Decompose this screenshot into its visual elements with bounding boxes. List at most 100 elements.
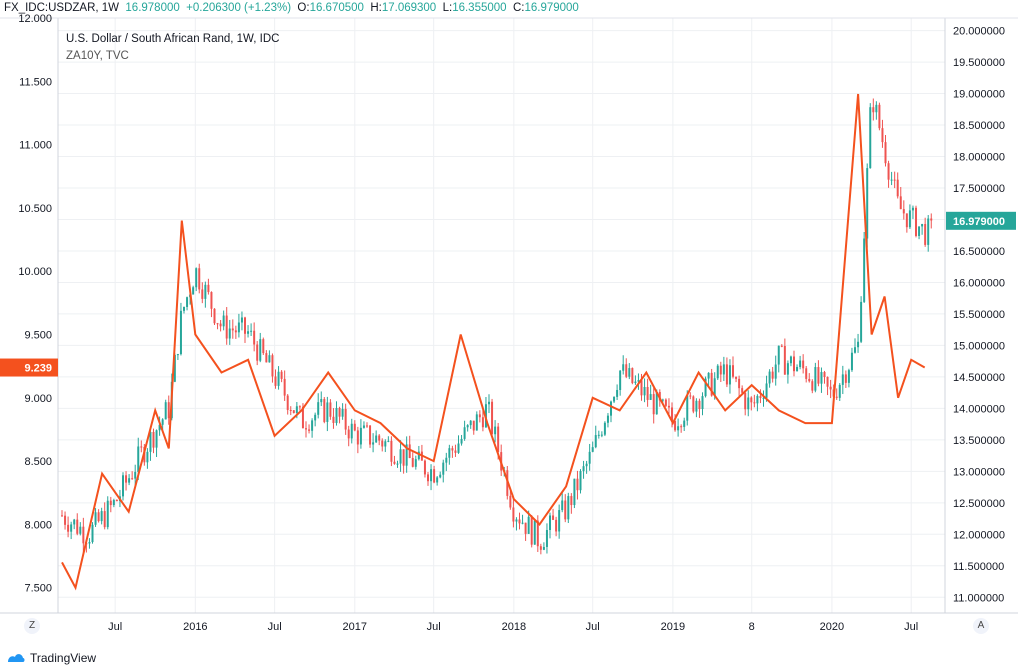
candle-body [262,339,265,354]
candle-body [728,365,731,385]
legend-main-series[interactable]: U.S. Dollar / South African Rand, 1W, ID… [66,33,280,45]
candle-body [750,397,753,403]
za10y-line [61,93,926,591]
candle-body [704,378,707,397]
candle-body [216,323,219,325]
candle-body [545,530,548,547]
candle-body [134,471,137,479]
candle-body [73,519,76,525]
candle-body [924,224,927,245]
candle-body [585,463,588,467]
tradingview-branding[interactable]: TradingView [6,648,96,668]
candle-body [173,354,176,382]
candle-body [799,360,802,368]
candle-body [460,438,463,444]
overlay-value-tag: 9.239 [24,363,52,375]
candle-body [707,372,710,379]
candle-body [122,475,125,497]
candle-body [109,500,112,506]
left-price-axis[interactable]: 12.000 11.500 11.000 10.500 10.000 9.500 9.000… [18,13,52,595]
candle-body [671,407,674,421]
candle-body [417,451,420,460]
time-axis[interactable]: Jul 2016 Jul 2017 Jul 2018 Jul 2019 8 2020 Jul [108,621,918,633]
candle-body [713,378,716,396]
candle-body [430,469,433,482]
candle-body [518,519,521,524]
close-label: C: [512,2,525,14]
candle-body [439,474,442,478]
candle-body [515,519,518,522]
right-price-axis[interactable]: 20.000000 19.500000 19.000000 18.500000 18.0… [953,26,1005,605]
candle-body [765,383,768,398]
low-value: 16.355000 [452,2,507,14]
candle-body [908,210,911,228]
left-tick-label: 9.500 [24,329,52,341]
candle-body [597,434,600,436]
candle-body [576,478,579,491]
symbol-name[interactable]: FX_IDC:USDZAR, 1W [4,2,120,14]
candle-body [353,423,356,431]
candle-body [103,511,106,528]
candle-body [869,107,872,169]
candle-body [228,328,231,339]
candle-body [64,515,67,525]
right-tick-label: 16.500000 [953,246,1005,258]
candle-body [411,457,414,467]
candle-body [753,402,756,404]
candle-body [91,524,94,543]
candle-body [594,435,597,448]
time-tick-label: 2017 [343,621,367,633]
candle-body [399,449,402,464]
candle-body [625,364,628,377]
last-price: 16.978000 [125,2,180,14]
right-tick-label: 15.500000 [953,309,1005,321]
candle-body [125,475,128,483]
candle-body [186,297,189,307]
open-label: O: [297,2,310,14]
candle-body [393,461,396,464]
right-tick-label: 19.500000 [953,57,1005,69]
candle-body [164,402,167,420]
left-tick-label: 11.000 [19,140,52,152]
candle-body [820,372,823,384]
candle-body [301,406,304,429]
candle-body [338,407,341,417]
candle-body [283,378,286,396]
candle-body [256,344,259,361]
candle-body [320,399,323,403]
candle-body [667,405,670,408]
candle-body [146,451,149,463]
candle-body [131,478,134,480]
candle-body [847,370,850,383]
candle-body [680,426,683,428]
candle-body [588,451,591,464]
candle-body [774,364,777,379]
candle-body [265,353,268,363]
auto-scale-right-button[interactable]: A [973,618,989,634]
legend-overlay-series[interactable]: ZA10Y, TVC [66,50,129,62]
candle-body [640,380,643,396]
candle-body [280,371,283,379]
candle-body [692,396,695,412]
candle-body [552,515,555,520]
candle-body [155,430,158,448]
candle-body [738,378,741,389]
candle-body [808,378,811,382]
candle-body [835,396,838,398]
time-tick-label: 8 [749,621,755,633]
candle-body [698,400,701,410]
candle-body [732,365,735,377]
candle-body [719,365,722,375]
candle-body [722,364,725,375]
candle-body [198,268,201,290]
time-tick-label: 2020 [820,621,844,633]
candle-body [347,429,350,439]
candle-body [661,399,664,401]
candle-body [247,331,250,334]
right-tick-label: 17.500000 [953,183,1005,195]
candle-body [115,500,118,502]
candle-body [97,512,100,522]
candle-body [823,372,826,377]
auto-scale-left-button[interactable]: Z [24,618,40,634]
